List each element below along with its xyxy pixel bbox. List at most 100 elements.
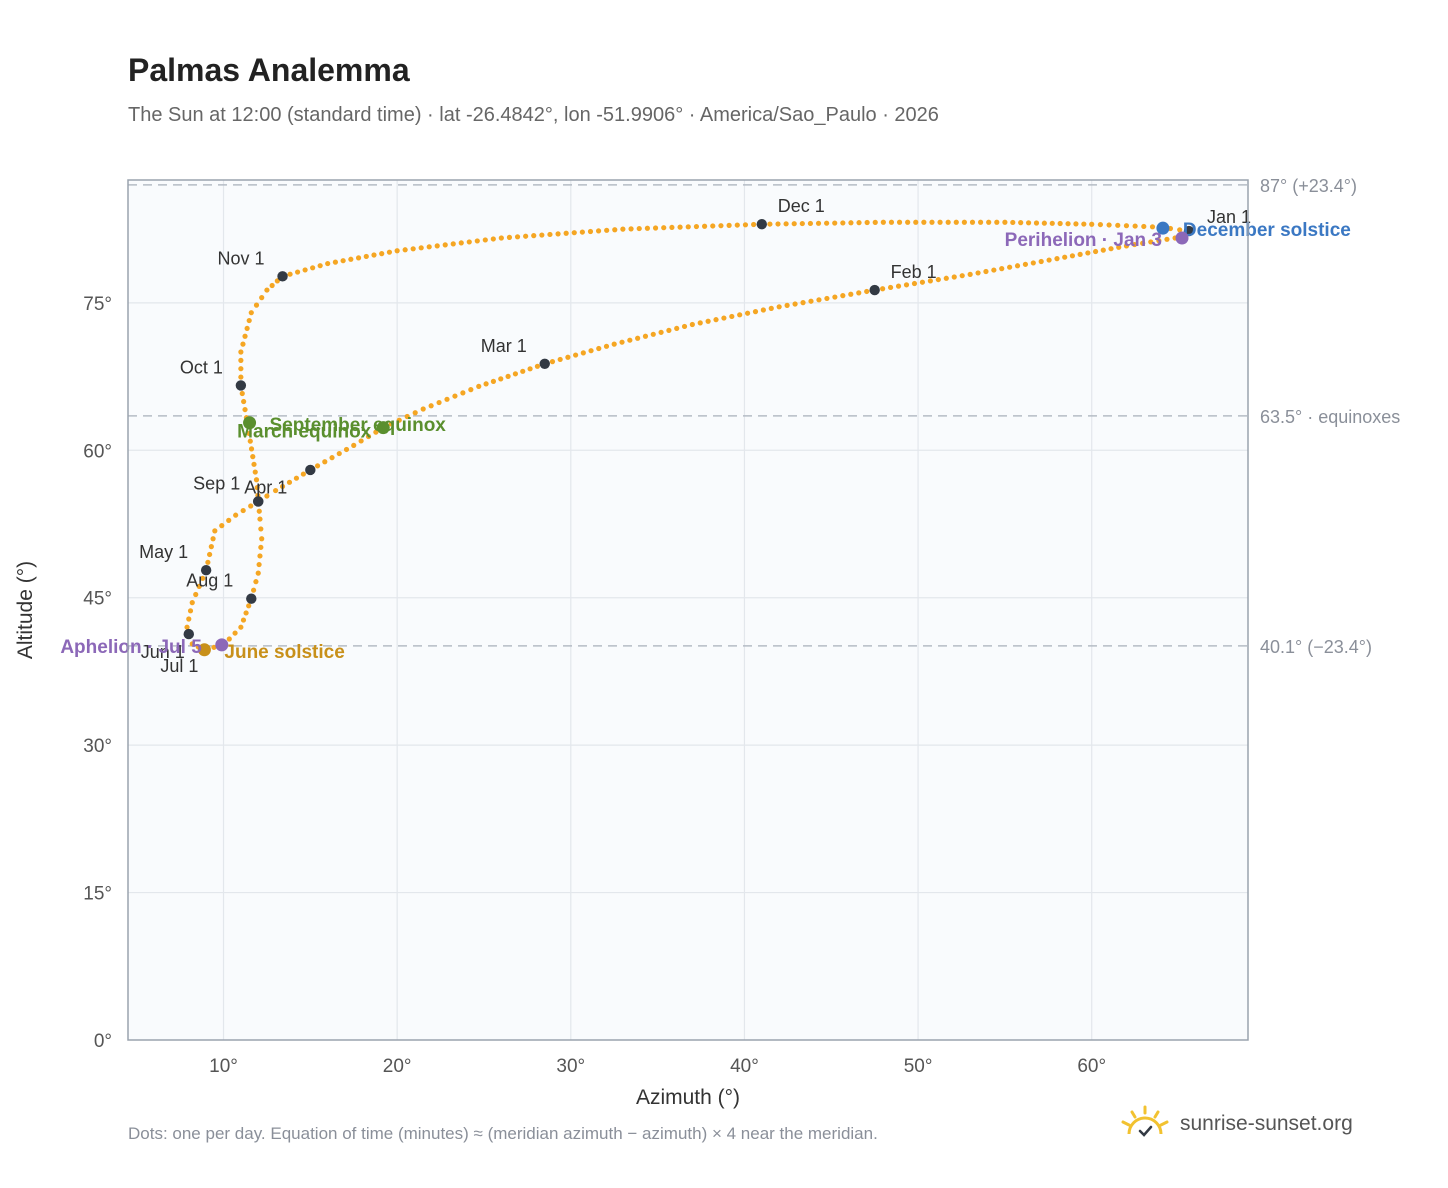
analemma-day-dot [783, 221, 789, 227]
analemma-day-dot [751, 221, 757, 228]
analemma-day-dot [233, 512, 239, 518]
analemma-day-dot [1014, 263, 1021, 269]
analemma-day-dot [1164, 236, 1170, 242]
analemma-day-dot [1022, 261, 1029, 267]
analemma-day-dot [580, 350, 586, 356]
analemma-day-dot [242, 333, 248, 339]
analemma-day-dot [314, 463, 321, 469]
analemma-day-dot [332, 259, 339, 265]
analemma-day-dot [1092, 248, 1099, 255]
month-marker-label: Jun 1 [141, 642, 185, 662]
analemma-day-dot [681, 323, 688, 330]
analemma-day-dot [242, 406, 248, 413]
analemma-day-dot [888, 219, 895, 225]
analemma-day-dot [531, 233, 537, 239]
analemma-day-dot [872, 219, 878, 225]
analemma-day-dot [1065, 221, 1071, 227]
analemma-day-dot [365, 433, 372, 440]
month-marker-dot [756, 219, 767, 230]
footnote: Dots: one per day. Equation of time (min… [128, 1124, 878, 1143]
analemma-day-dot [482, 237, 488, 243]
event-label: June solstice [224, 642, 344, 663]
analemma-day-dot [905, 219, 911, 225]
reference-line-label: 63.5° · equinoxes [1260, 407, 1400, 427]
month-marker-label: May 1 [139, 542, 188, 562]
event-label: September equinox [270, 415, 447, 436]
month-marker-label: Apr 1 [244, 477, 287, 497]
analemma-day-dot [355, 255, 362, 261]
analemma-day-dot [322, 459, 328, 465]
analemma-day-dot [317, 263, 323, 269]
analemma-day-dot [1085, 250, 1091, 256]
analemma-day-dot [612, 227, 618, 233]
analemma-day-dot [348, 256, 354, 262]
analemma-day-dot [498, 235, 504, 241]
analemma-day-dot [927, 278, 933, 284]
brand-name[interactable]: sunrise-sunset.org [1180, 1112, 1353, 1135]
analemma-day-dot [824, 295, 830, 302]
analemma-day-dot [768, 305, 774, 311]
analemma-day-dot [1097, 221, 1104, 228]
axis-ticks: 10° 20° 30° 40° 50° 60° 0° 15° 30° 45° 60° 75° [83, 294, 1106, 1077]
analemma-day-dot [460, 390, 466, 396]
analemma-day-dot [1177, 227, 1183, 233]
month-marker-dot [539, 358, 550, 369]
month-marker-label: Dec 1 [778, 196, 825, 216]
analemma-day-dot [603, 343, 610, 349]
analemma-day-dot [644, 225, 650, 231]
analemma-day-dot [1077, 251, 1083, 257]
analemma-day-dot [1007, 264, 1013, 270]
analemma-day-dot [815, 220, 822, 226]
analemma-day-dot [943, 275, 949, 281]
analemma-day-dot [994, 219, 1000, 225]
analemma-day-dot [340, 258, 346, 264]
analemma-day-dot [442, 242, 448, 248]
analemma-day-dot [701, 223, 708, 229]
analemma-day-dot [1123, 243, 1130, 249]
analemma-day-dot [1069, 253, 1076, 259]
analemma-day-dot [325, 260, 331, 267]
month-marker-dot [246, 593, 257, 604]
analemma-day-dot [371, 252, 377, 258]
analemma-day-dot [983, 268, 989, 275]
analemma-day-dot [200, 575, 206, 581]
x-tick-label: 40° [730, 1056, 759, 1077]
x-tick-label: 50° [904, 1056, 933, 1077]
analemma-day-dot [1132, 223, 1138, 229]
analemma-day-dot [219, 523, 225, 529]
analemma-day-dot [1148, 239, 1154, 245]
analemma-day-dot [1141, 223, 1147, 230]
analemma-day-dot [573, 352, 579, 358]
brand[interactable]: sunrise-sunset.org [1120, 1102, 1353, 1146]
chart-title: Palmas Analemma [128, 52, 410, 88]
month-marker-label: Jan 1 [1207, 207, 1251, 227]
analemma-day-dot [977, 219, 984, 225]
analemma-day-dot [253, 477, 260, 483]
analemma-day-dot [186, 616, 192, 622]
analemma-day-dot [959, 273, 965, 279]
analemma-day-dot [523, 233, 529, 239]
month-marker-label: Nov 1 [218, 248, 265, 268]
analemma-day-dot [250, 454, 256, 460]
analemma-day-dot [343, 446, 350, 453]
analemma-day-dot [775, 221, 781, 227]
analemma-day-dot [474, 238, 480, 244]
analemma-day-dot [579, 229, 585, 235]
analemma-day-dot [257, 516, 263, 522]
analemma-day-dot [300, 471, 306, 477]
analemma-day-dot [468, 387, 474, 393]
event-label: Aphelion · Jul 5 [60, 637, 202, 658]
analemma-day-dot [611, 341, 617, 347]
analemma-day-dot [880, 219, 886, 225]
plot-area [128, 180, 1248, 1040]
month-marker-label: Jul 1 [160, 656, 198, 676]
analemma-day-dot [563, 230, 569, 236]
analemma-day-dot [1002, 219, 1008, 225]
analemma-day-dot [363, 253, 369, 260]
analemma-day-dot [255, 570, 261, 576]
analemma-day-dot [208, 544, 214, 550]
y-tick-label: 45° [83, 589, 112, 610]
analemma-day-dot [1046, 257, 1052, 263]
analemma-day-dot [248, 503, 254, 509]
